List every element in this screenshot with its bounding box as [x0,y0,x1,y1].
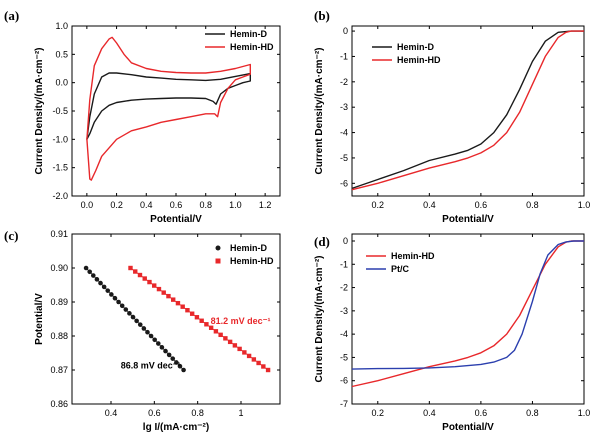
x-tick-label: 0.8 [199,200,212,210]
x-tick-label: 0.6 [148,408,161,418]
y-tick-label: -1.0 [52,134,68,144]
x-tick-label: 0.0 [81,200,94,210]
series-line [351,240,584,370]
y-tick-label: -0.5 [52,106,68,116]
legend-marker [215,245,221,251]
panel-label: (b) [314,8,330,23]
panel-c: (c) 0.4 0.6 0.8 1 0.86 0.87 0.88 0.89 0.90 0.91 lg … [4,228,281,433]
panel-d: (d) 0.2 0.4 0.6 0.8 1.0 -7 -6 -5 -4 -3 -2 -1 0 Potenti… [314,233,591,433]
legend-label: Hemin-D [230,29,268,39]
plot-frame [71,233,281,405]
y-tick-label: -4 [340,128,348,138]
x-tick-label: 0.8 [526,408,539,418]
y-tick-label: 0.87 [50,365,68,375]
legend-label: Hemin-HD [230,42,274,52]
y-tick-label: 0.0 [55,78,68,88]
plot-frame [351,25,585,197]
y-axis-label: Current Density/(mA·cm⁻²) [34,48,45,175]
y-tick-label: 0.90 [50,263,68,273]
legend: Hemin-D Hemin-HD [215,243,274,266]
y-tick-label: 0.89 [50,297,68,307]
legend-marker [215,258,221,264]
x-tick-label: 1.2 [259,200,272,210]
plot-frame [351,233,585,405]
y-tick-label: -4 [340,329,348,339]
x-tick-label: 0.2 [372,200,385,210]
y-tick-label: -6 [340,376,348,386]
y-tick-label: -5 [340,153,348,163]
legend: Hemin-HD Pt/C [366,251,435,274]
y-tick-label: -7 [340,399,348,409]
y-tick-label: 0 [343,26,348,36]
fit-line [130,267,269,371]
x-axis-label: Potential/V [442,422,494,433]
y-tick-label: -1 [340,259,348,269]
x-tick-label: 0.6 [475,408,488,418]
x-axis-label: Potential/V [150,214,202,225]
y-tick-label: 1.0 [55,21,68,31]
legend-label: Hemin-D [230,243,268,253]
x-axis-label: Potential/V [442,214,494,225]
y-tick-label: -1 [340,51,348,61]
legend-label: Hemin-HD [230,256,274,266]
x-tick-label: 1.0 [229,200,242,210]
y-tick-label: -6 [340,178,348,188]
panel-a: (a) 0.0 0.2 0.4 0.6 0.8 1.0 1.2 -2.0 -1.5 -1.0 -0.5… [4,8,281,225]
x-tick-label: 0.2 [372,408,385,418]
legend-label: Hemin-D [397,42,435,52]
y-tick-label: -5 [340,352,348,362]
x-axis-label: lg I/(mA·cm⁻²) [143,422,209,433]
panel-b: (b) 0.2 0.4 0.6 0.8 1.0 -6 -5 -4 -3 -2 -1 0 Potential… [314,8,590,225]
series-line [86,36,251,181]
x-tick-label: 0.8 [191,408,204,418]
x-tick-label: 0.4 [140,200,153,210]
series-line [351,30,584,190]
fit-line [85,267,184,371]
x-tick-label: 0.4 [105,408,118,418]
y-tick-label: 0.86 [50,399,68,409]
x-tick-label: 1.0 [578,200,591,210]
y-tick-label: 0.88 [50,331,68,341]
series-line [351,240,584,388]
x-tick-label: 0.4 [423,408,436,418]
y-tick-label: -3 [340,306,348,316]
slope-annotation: 81.2 mV dec⁻¹ [211,316,271,326]
x-tick-label: 1.0 [578,408,591,418]
y-tick-label: -2 [340,283,348,293]
legend-label: Hemin-HD [397,55,441,65]
y-axis-label: Potential/V [34,293,45,345]
y-tick-label: 0.91 [50,229,68,239]
y-tick-label: 0.5 [55,49,68,59]
y-tick-label: -1.5 [52,163,68,173]
y-tick-label: -2.0 [52,191,68,201]
y-axis-label: Current Density/(mA·cm⁻²) [314,48,325,175]
x-tick-label: 0.2 [110,200,123,210]
legend: Hemin-D Hemin-HD [372,42,441,65]
legend: Hemin-D Hemin-HD [205,29,274,52]
series-line [351,30,584,191]
x-tick-label: 1 [238,408,243,418]
y-tick-label: -2 [340,77,348,87]
x-tick-label: 0.6 [170,200,183,210]
panel-label: (a) [4,8,19,23]
y-tick-label: -3 [340,102,348,112]
x-tick-label: 0.4 [423,200,436,210]
y-axis-label: Current Density/(mA·cm⁻²) [314,256,325,383]
panel-label: (c) [4,228,18,243]
legend-label: Hemin-HD [391,251,435,261]
x-tick-label: 0.8 [526,200,539,210]
slope-annotation: 86.8 mV dec⁻¹ [121,360,181,370]
panel-label: (d) [314,234,330,249]
x-tick-label: 0.6 [475,200,488,210]
legend-label: Pt/C [391,264,410,274]
series-line [86,72,251,140]
y-tick-label: 0 [343,236,348,246]
